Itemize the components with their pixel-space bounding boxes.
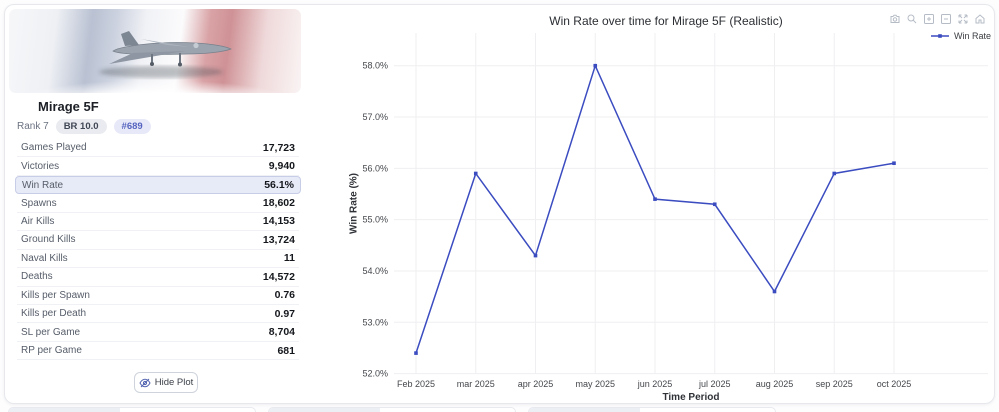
svg-text:56.0%: 56.0% [362, 163, 388, 173]
chart-title: Win Rate over time for Mirage 5F (Realis… [549, 14, 783, 28]
camera-icon[interactable] [888, 12, 901, 25]
table-row[interactable]: Deaths 14,572 [17, 268, 299, 287]
table-row[interactable]: Ground Kills 13,724 [17, 231, 299, 250]
stat-value: 9,940 [268, 160, 295, 173]
table-row[interactable]: Victories 9,940 [17, 157, 299, 176]
svg-text:57.0%: 57.0% [362, 112, 388, 122]
svg-text:54.0%: 54.0% [362, 266, 388, 276]
stat-value: 11 [283, 252, 295, 265]
next-row-card[interactable] [8, 407, 256, 412]
legend-item-win-rate[interactable]: Win Rate [930, 31, 991, 41]
svg-text:mar 2025: mar 2025 [457, 379, 495, 389]
card-thumbnail [269, 408, 380, 412]
hide-plot-button[interactable]: Hide Plot [134, 372, 198, 393]
stat-label: Air Kills [21, 215, 55, 227]
win-rate-chart-region: Win Rate over time for Mirage 5F (Realis… [336, 5, 996, 405]
svg-text:sep 2025: sep 2025 [816, 379, 853, 389]
stat-value: 56.1% [264, 179, 294, 192]
table-row[interactable]: Kills per Spawn 0.76 [17, 287, 299, 305]
x-axis-title: Time Period [662, 392, 720, 403]
next-row-card[interactable] [528, 407, 776, 412]
svg-text:jul 2025: jul 2025 [698, 379, 731, 389]
table-row[interactable]: RP per Game 681 [17, 342, 299, 361]
stat-value: 0.97 [274, 307, 295, 320]
stat-value: 14,153 [262, 215, 295, 228]
svg-text:Feb 2025: Feb 2025 [397, 379, 435, 389]
stat-label: RP per Game [21, 345, 82, 357]
eye-off-icon [139, 378, 151, 387]
autoscale-icon[interactable] [956, 12, 969, 25]
br-badge: BR 10.0 [55, 119, 107, 135]
stat-value: 8,704 [268, 326, 295, 339]
stat-label: Spawns [21, 197, 57, 209]
aircraft-image [9, 9, 301, 93]
stat-value: 14,572 [262, 270, 295, 283]
svg-text:apr 2025: apr 2025 [518, 379, 554, 389]
stat-label: Kills per Death [21, 308, 87, 320]
stat-label: Deaths [21, 271, 53, 283]
svg-text:52.0%: 52.0% [362, 369, 388, 379]
vehicle-stats-card: Mirage 5F Rank 7 BR 10.0 #689 Games Play… [4, 4, 995, 404]
zoom-icon[interactable] [905, 12, 918, 25]
badge-row: Rank 7 BR 10.0 #689 [17, 119, 151, 135]
y-axis-title: Win Rate (%) [348, 172, 360, 235]
plot-toolbar [888, 12, 986, 25]
svg-text:jun 2025: jun 2025 [637, 379, 673, 389]
win-rate-line-plot[interactable]: 52.0% 53.0% 54.0% 55.0% 56.0% 57.0% 58.0% Feb 2… [336, 5, 996, 405]
svg-text:58.0%: 58.0% [362, 61, 388, 71]
legend-line-marker-icon [931, 34, 949, 38]
stat-label: Win Rate [22, 179, 64, 191]
svg-text:53.0%: 53.0% [362, 317, 388, 327]
table-row[interactable]: Games Played 17,723 [17, 139, 299, 158]
legend-label: Win Rate [954, 31, 992, 41]
position-badge: #689 [113, 119, 151, 135]
stat-label: Ground Kills [21, 234, 76, 246]
stat-value: 13,724 [262, 233, 295, 246]
table-row[interactable]: SL per Game 8,704 [17, 323, 299, 342]
stat-value: 0.76 [274, 289, 295, 302]
stat-label: Games Played [21, 142, 87, 154]
svg-text:oct 2025: oct 2025 [877, 379, 912, 389]
table-row[interactable]: Spawns 18,602 [17, 194, 299, 213]
svg-text:aug 2025: aug 2025 [756, 379, 794, 389]
card-thumbnail [9, 408, 120, 412]
aircraft-silhouette [99, 31, 232, 78]
svg-text:55.0%: 55.0% [362, 215, 388, 225]
svg-text:may 2025: may 2025 [575, 379, 615, 389]
rank-label: Rank 7 [17, 121, 49, 133]
table-row[interactable]: Naval Kills 11 [17, 250, 299, 269]
table-row[interactable]: Air Kills 14,153 [17, 213, 299, 232]
table-row[interactable]: Win Rate 56.1% [15, 175, 301, 195]
next-row-card[interactable] [268, 407, 516, 412]
stat-label: Victories [21, 160, 60, 172]
stat-label: Naval Kills [21, 252, 68, 264]
stats-table: Games Played 17,723 Victories 9,940 Win Rate… [15, 139, 301, 361]
card-thumbnail [529, 408, 640, 412]
reset-axes-icon[interactable] [973, 12, 986, 25]
table-row[interactable]: Kills per Death 0.97 [17, 305, 299, 324]
page-title: Mirage 5F [38, 99, 99, 114]
stat-label: SL per Game [21, 326, 81, 338]
stat-label: Kills per Spawn [21, 289, 90, 301]
stat-value: 18,602 [262, 197, 295, 210]
stat-value: 17,723 [262, 141, 295, 154]
hide-plot-label: Hide Plot [154, 377, 194, 388]
zoom-out-icon[interactable] [939, 12, 952, 25]
zoom-in-icon[interactable] [922, 12, 935, 25]
stat-value: 681 [277, 344, 295, 357]
